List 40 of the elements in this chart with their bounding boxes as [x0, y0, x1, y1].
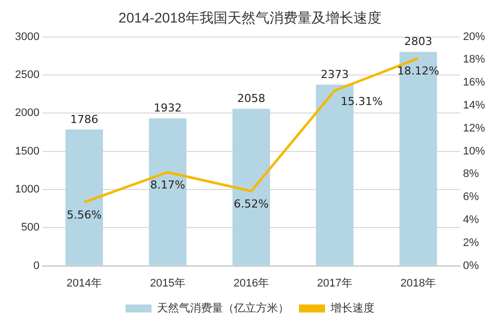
data-label: 6.52% [234, 198, 269, 211]
x-tick-label: 2017年 [316, 277, 352, 290]
y2-tick-label: 10% [462, 145, 486, 158]
x-tick-label: 2014年 [66, 277, 102, 290]
y2-tick-label: 20% [462, 30, 486, 43]
bar [148, 118, 187, 266]
data-label: 2373 [320, 68, 349, 82]
y-tick-label: 2500 [14, 69, 40, 81]
y2-tick-label: 8% [462, 168, 480, 180]
chart-title: 2014-2018年我国天然气消费量及增长速度 [118, 9, 382, 26]
y2-tick-label: 4% [462, 214, 480, 226]
y2-tick-label: 16% [462, 76, 486, 89]
y2-tick-label: 12% [462, 122, 486, 134]
y-tick-label: 500 [21, 222, 40, 234]
y-tick-label: 2000 [14, 107, 40, 120]
bar [65, 129, 104, 266]
y-tick-label: 1000 [14, 184, 40, 196]
y-tick-label: 1500 [14, 145, 40, 158]
x-tick-label: 2016年 [233, 277, 269, 290]
data-label: 15.31% [340, 94, 383, 108]
data-label: 5.56% [66, 208, 102, 222]
y-tick-label: 0 [33, 260, 40, 272]
y2-tick-label: 18% [462, 54, 486, 66]
y-tick-label: 3000 [14, 30, 40, 43]
bar [399, 52, 438, 266]
data-label: 8.17% [150, 178, 186, 192]
data-label: 2803 [404, 35, 432, 48]
data-label: 1932 [154, 102, 182, 115]
x-tick-label: 2015年 [150, 277, 186, 290]
data-label: 2058 [237, 92, 266, 106]
legend-label: 增长速度 [330, 302, 374, 315]
x-tick-label: 2018年 [400, 277, 436, 290]
data-label: 1786 [70, 112, 98, 126]
y2-tick-label: 2% [462, 236, 480, 249]
y2-tick-label: 6% [462, 191, 480, 204]
data-label: 18.12% [397, 64, 440, 78]
y2-tick-label: 14% [462, 100, 486, 112]
y2-tick-label: 0% [462, 260, 480, 272]
bar [232, 108, 270, 266]
legend-label: 天然气消费量（亿立方米） [157, 302, 289, 315]
